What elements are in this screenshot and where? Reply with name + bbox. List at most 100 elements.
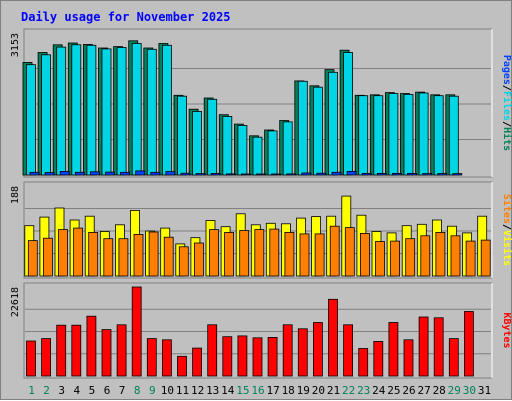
bar-hits-pages-day-2 [44,172,55,176]
day-label-27: 27 [417,384,430,397]
bar-hits-files-day-3 [56,46,67,176]
day-label-15: 15 [236,384,249,397]
bar-visits-sites-day-17 [269,228,280,277]
bar-hits-files-day-14 [222,116,233,176]
bar-kbytes-kbytes-day-21 [328,298,338,377]
day-label-14: 14 [221,384,235,397]
bar-hits-pages-day-29 [452,173,463,176]
day-label-1: 1 [28,384,35,397]
legend-separator: / [501,121,512,127]
bar-hits-pages-day-3 [59,170,70,176]
bar-kbytes-kbytes-day-5 [86,315,97,377]
bar-hits-files-day-9 [146,48,157,176]
bar-hits-files-day-28 [433,95,444,176]
day-label-10: 10 [161,384,174,397]
bar-visits-sites-day-14 [224,231,235,277]
bar-visits-sites-day-19 [299,233,310,277]
bar-kbytes-kbytes-day-4 [71,324,82,377]
day-label-9: 9 [149,384,156,397]
bar-hits-files-day-12 [192,111,203,176]
bar-kbytes-kbytes-day-2 [41,338,51,377]
bar-visits-sites-day-12 [193,242,204,277]
bar-visits-sites-day-25 [390,240,401,277]
bar-kbytes-kbytes-day-1 [26,340,36,377]
legend-item-sites: Sites [501,194,512,224]
bar-kbytes-kbytes-day-8 [131,286,142,377]
bar-visits-sites-day-9 [148,231,159,277]
bar-visits-sites-day-31 [480,239,491,277]
bar-kbytes-kbytes-day-23 [358,348,369,377]
day-label-2: 2 [43,384,50,397]
bar-hits-files-day-19 [297,80,308,176]
day-label-31: 31 [478,384,491,397]
bar-hits-files-day-15 [237,125,248,176]
bar-hits-files-day-18 [282,121,293,176]
bar-hits-pages-day-12 [195,173,206,176]
day-label-25: 25 [387,384,400,397]
bar-visits-sites-day-20 [314,233,325,277]
bar-visits-sites-day-22 [344,227,355,277]
bar-hits-files-day-11 [177,95,187,176]
day-label-16: 16 [251,384,264,397]
bar-kbytes-kbytes-day-12 [192,347,203,377]
bar-visits-sites-day-7 [118,238,129,277]
bar-hits-pages-day-1 [29,171,40,176]
panel-hits-legend: Pages/Files/Hits [501,55,512,151]
day-label-26: 26 [402,384,415,397]
bar-hits-pages-day-16 [256,173,266,176]
legend-item-kbytes: KBytes [501,312,512,348]
day-label-3: 3 [58,384,65,397]
bar-hits-pages-day-4 [74,171,85,176]
bar-hits-pages-day-6 [105,171,115,176]
day-label-6: 6 [104,384,111,397]
day-label-20: 20 [312,384,325,397]
bar-kbytes-kbytes-day-25 [388,322,399,377]
bar-hits-pages-day-10 [165,171,176,176]
panel-kbytes-max-label: 22618 [10,287,21,317]
bar-kbytes-kbytes-day-14 [222,336,233,377]
day-label-7: 7 [119,384,126,397]
bar-hits-pages-day-5 [90,171,100,176]
panel-visits-legend: Sites/Visits [501,194,512,266]
bar-hits-pages-day-20 [316,172,327,176]
bar-kbytes-kbytes-day-22 [343,324,354,377]
day-label-4: 4 [73,384,80,397]
day-label-30: 30 [463,384,476,397]
bar-hits-files-day-21 [328,71,338,176]
bar-kbytes-kbytes-day-3 [56,324,67,377]
bar-visits-sites-day-18 [284,231,295,277]
bar-visits-sites-day-8 [133,233,144,277]
bar-hits-pages-day-8 [135,170,146,176]
bar-hits-pages-day-7 [120,171,130,176]
bar-visits-sites-day-2 [43,237,53,277]
bar-hits-files-day-20 [312,86,323,176]
bar-visits-sites-day-3 [58,229,68,277]
bar-kbytes-kbytes-day-9 [146,338,157,377]
bar-visits-sites-day-10 [163,236,174,277]
day-label-23: 23 [357,384,370,397]
bar-hits-files-day-27 [418,92,429,176]
bar-visits-sites-day-29 [450,235,461,277]
bar-hits-pages-day-26 [407,172,417,176]
bar-kbytes-kbytes-day-29 [448,338,459,377]
bar-visits-sites-day-13 [209,229,219,277]
day-label-8: 8 [134,384,141,397]
bar-kbytes-kbytes-day-6 [101,329,112,377]
day-label-11: 11 [176,384,189,397]
bar-hits-pages-day-18 [286,173,297,176]
bar-hits-files-day-10 [161,44,172,176]
legend-item-hits: Hits [501,127,512,151]
bar-visits-sites-day-26 [405,238,416,277]
bar-hits-pages-day-15 [240,173,251,176]
bar-kbytes-kbytes-day-13 [207,324,218,377]
legend-item-visits: Visits [501,230,512,266]
bar-hits-pages-day-11 [180,172,191,176]
legend-separator: / [501,85,512,91]
bar-hits-files-day-6 [101,48,112,176]
bar-visits-sites-day-5 [88,231,99,277]
bar-kbytes-kbytes-day-26 [403,339,414,377]
